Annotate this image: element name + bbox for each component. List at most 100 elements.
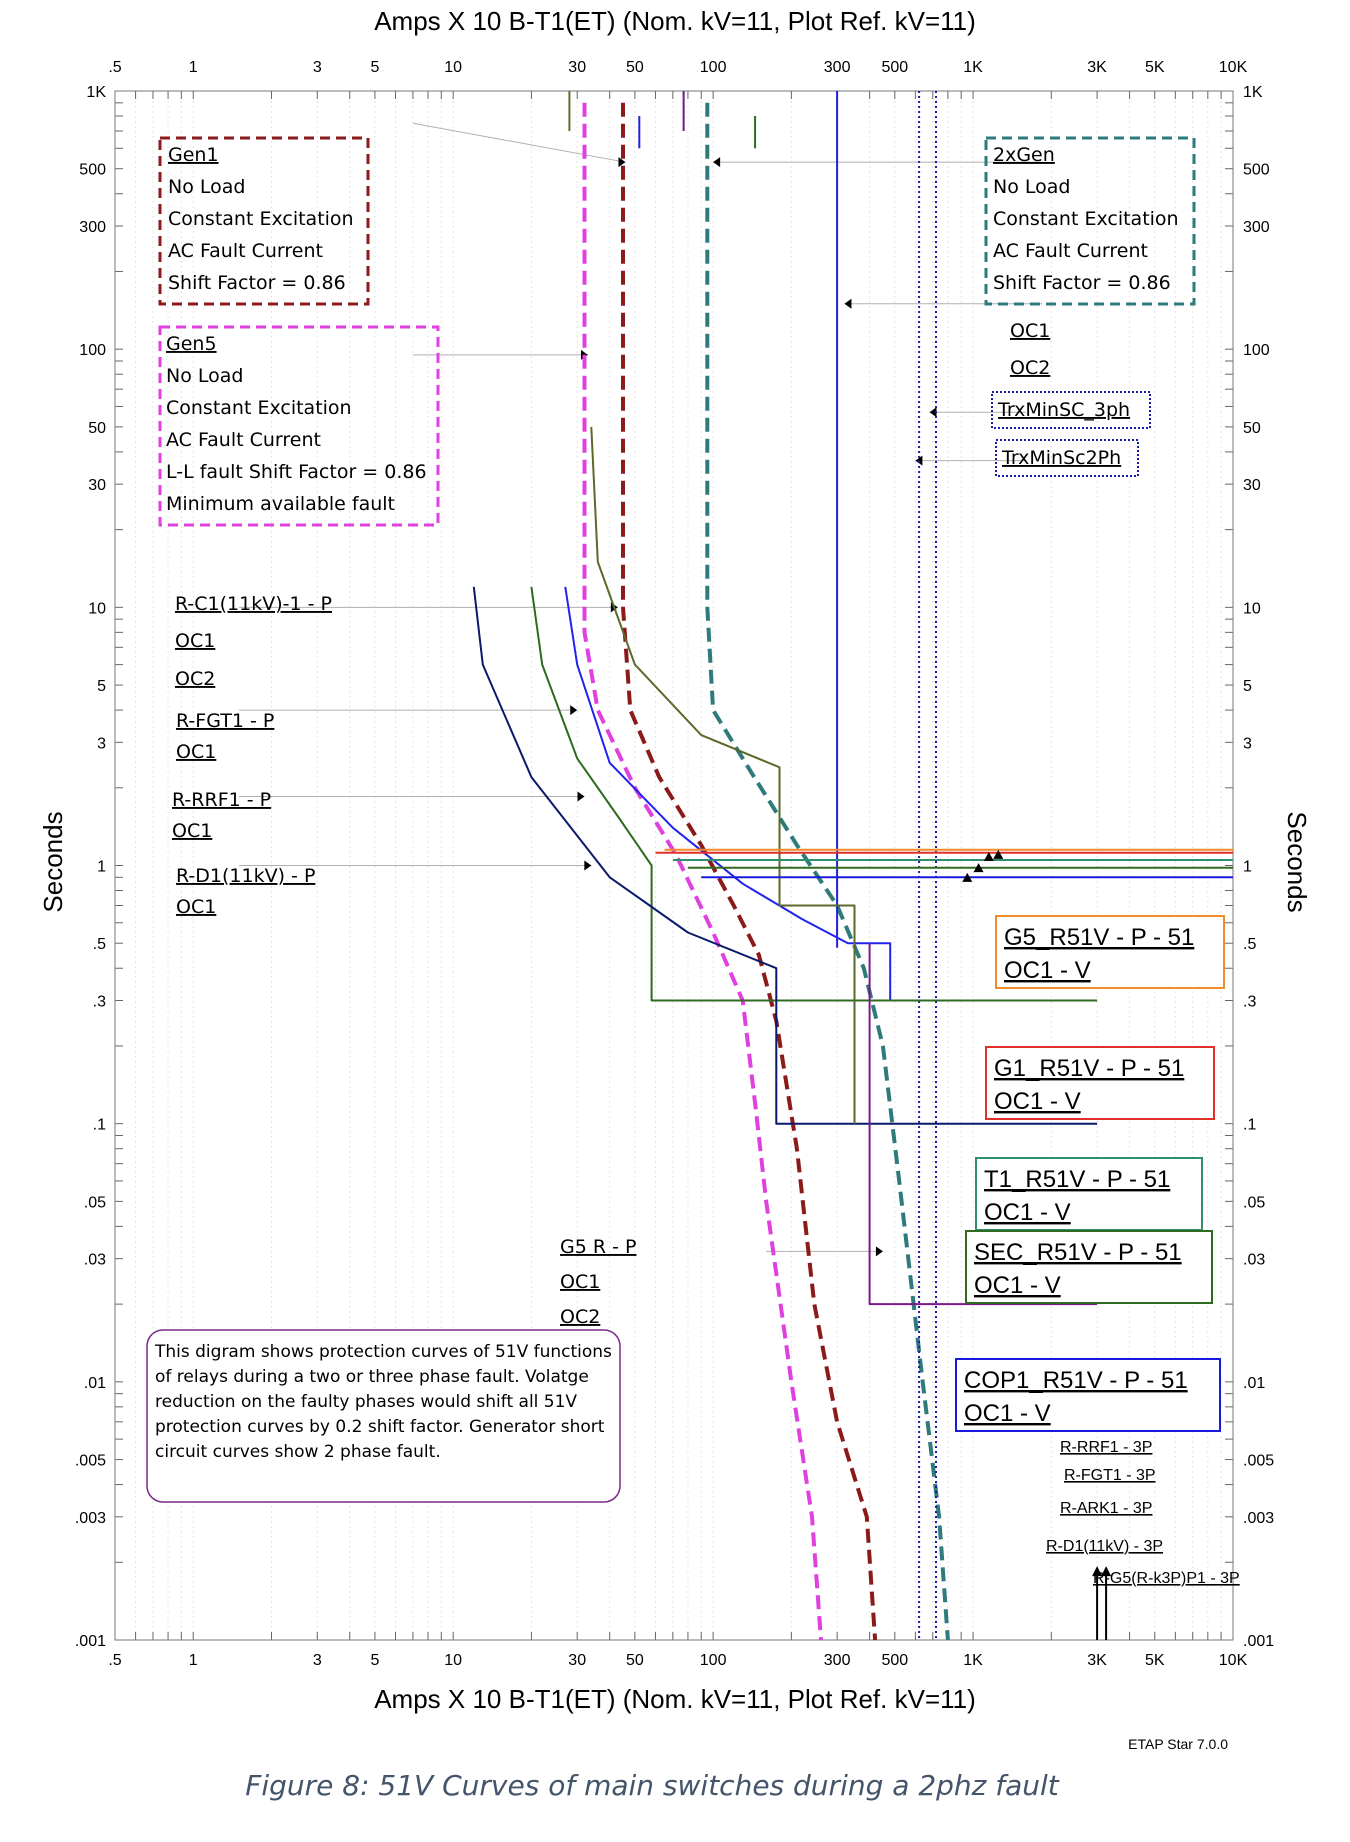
- y-tick-label-left: .005: [75, 1453, 106, 1470]
- trx3-label: TrxMinSC_3ph: [997, 399, 1130, 421]
- x-tick-label-bottom: .5: [108, 1652, 121, 1669]
- series-line: [564, 586, 892, 1001]
- gen2x-label: Shift Factor = 0.86: [993, 272, 1171, 294]
- leader-line: [412, 122, 626, 163]
- gen5-label: AC Fault Current: [166, 429, 321, 451]
- series-line: [705, 102, 950, 1641]
- arrow-head: [577, 791, 585, 802]
- y-axis-label-right: Seconds: [1282, 811, 1312, 912]
- series-curves: [472, 91, 1233, 1641]
- oc1-c-label: OC1: [172, 820, 212, 842]
- gen5-label: Minimum available fault: [166, 493, 395, 515]
- arrow-small: [983, 851, 994, 861]
- leader-lines: [239, 122, 1043, 1257]
- x-tick-label-top: 1: [189, 59, 198, 76]
- p3-rrf1-label: R-RRF1 - 3P: [1060, 1439, 1152, 1456]
- y-tick-label-right: .1: [1243, 1117, 1256, 1134]
- x-tick-label-bottom: 1: [189, 1652, 198, 1669]
- p3-overlap-label: R-G5(R-k3P)P1 - 3P: [1093, 1570, 1240, 1587]
- rrrf1-label: R-RRF1 - P: [172, 789, 271, 811]
- y-tick-label-left: 5: [97, 678, 106, 695]
- arrow-head: [915, 455, 923, 466]
- x-tick-label-top: 5K: [1145, 59, 1165, 76]
- oc1-b-label: OC1: [176, 741, 216, 763]
- oc2-right-label: OC2: [1010, 357, 1050, 379]
- note-line: protection curves by 0.2 shift factor. G…: [155, 1417, 605, 1437]
- box_g5-title: G5_R51V - P - 51: [1004, 924, 1194, 951]
- series-line: [868, 943, 1098, 1306]
- oc1-a-label: OC1: [175, 630, 215, 652]
- box_g1-title: G1_R51V - P - 51: [994, 1055, 1184, 1082]
- title-top: Amps X 10 B-T1(ET) (Nom. kV=11, Plot Ref…: [374, 6, 976, 36]
- y-tick-label-left: .1: [93, 1117, 106, 1134]
- box_g1-sub: OC1 - V: [994, 1088, 1081, 1115]
- note-line: circuit curves show 2 phase fault.: [155, 1442, 441, 1462]
- arrow-head: [929, 407, 937, 418]
- box_t1-frame: [975, 1157, 1203, 1231]
- y-tick-label-right: .001: [1243, 1633, 1274, 1650]
- x-tick-label-bottom: 100: [700, 1652, 727, 1669]
- y-tick-label-left: .01: [84, 1375, 106, 1392]
- trx2-label: TrxMinSc2Ph: [1001, 447, 1121, 469]
- gen1-label: Shift Factor = 0.86: [168, 272, 346, 294]
- oc1-e-label: OC1: [560, 1271, 600, 1293]
- rd1-label: R-D1(11kV) - P: [176, 865, 315, 887]
- y-tick-label-left: .3: [93, 993, 106, 1010]
- y-tick-label-left: .003: [75, 1510, 106, 1527]
- oc2-e-label: OC2: [560, 1306, 600, 1328]
- x-tick-label-top: 3K: [1087, 59, 1107, 76]
- note-box: [146, 1329, 621, 1503]
- arrow-3p: [1092, 1566, 1103, 1577]
- y-tick-label-right: .5: [1243, 936, 1256, 953]
- y-tick-label-left: .5: [93, 936, 106, 953]
- y-tick-label-left: 10: [88, 600, 106, 617]
- x-tick-label-top: 1K: [963, 59, 983, 76]
- y-tick-label-right: 300: [1243, 219, 1270, 236]
- series-line: [590, 426, 856, 1124]
- y-tick-label-left: 3: [97, 735, 106, 752]
- p3-ark1-label: R-ARK1 - 3P: [1060, 1500, 1152, 1517]
- arrow-head: [618, 157, 626, 168]
- y-tick-label-left: 1: [97, 859, 106, 876]
- x-tick-label-bottom: 300: [824, 1652, 851, 1669]
- y-tick-label-right: .3: [1243, 993, 1256, 1010]
- note-line: of relays during a two or three phase fa…: [155, 1367, 589, 1387]
- y-tick-label-right: 3: [1243, 735, 1252, 752]
- gen2x-label: Constant Excitation: [993, 208, 1179, 230]
- y-tick-label-left: 30: [88, 477, 106, 494]
- arrow-head: [844, 298, 852, 309]
- x-tick-label-bottom: 5: [370, 1652, 379, 1669]
- series-line: [582, 102, 823, 1641]
- version-label: ETAP Star 7.0.0: [1128, 1736, 1228, 1752]
- y-tick-label-right: 100: [1243, 342, 1270, 359]
- title-bottom: Amps X 10 B-T1(ET) (Nom. kV=11, Plot Ref…: [374, 1684, 976, 1714]
- y-tick-label-right: .003: [1243, 1510, 1274, 1527]
- oc1-d-label: OC1: [176, 896, 216, 918]
- x-tick-label-top: 10: [444, 59, 462, 76]
- y-tick-label-right: 30: [1243, 477, 1261, 494]
- x-tick-label-top: 300: [824, 59, 851, 76]
- gen5-label: Gen5: [166, 333, 217, 355]
- plot-frame: [114, 90, 1234, 1641]
- figure-caption: Figure 8: 51V Curves of main switches du…: [245, 1769, 1060, 1802]
- box_t1-sub: OC1 - V: [984, 1199, 1071, 1226]
- x-tick-label-bottom: 500: [881, 1652, 908, 1669]
- gen5-label: Constant Excitation: [166, 397, 352, 419]
- box_g5-frame: [995, 915, 1225, 989]
- box_g1-frame: [985, 1046, 1215, 1120]
- gen2x-box: [984, 136, 1196, 306]
- p3-d1-label: R-D1(11kV) - 3P: [1046, 1538, 1163, 1555]
- arrow-small: [993, 849, 1004, 859]
- note-line: reduction on the faulty phases would shi…: [155, 1392, 577, 1412]
- y-axis-label-left: Seconds: [38, 811, 68, 912]
- x-tick-label-top: 5: [370, 59, 379, 76]
- arrow-head: [875, 1246, 883, 1257]
- y-tick-label-left: .05: [84, 1194, 106, 1211]
- y-tick-label-right: 500: [1243, 162, 1270, 179]
- note-line: This digram shows protection curves of 5…: [154, 1342, 612, 1362]
- box_sec-frame: [965, 1230, 1213, 1304]
- rc1-label: R-C1(11kV)-1 - P: [175, 593, 332, 615]
- y-tick-label-right: .01: [1243, 1375, 1265, 1392]
- y-tick-label-right: .05: [1243, 1194, 1265, 1211]
- tick-labels: .5 .5 1 1 3 3 5 5 10 10 30 30 50 50 100 100 300 300 500 500…: [75, 59, 1274, 1669]
